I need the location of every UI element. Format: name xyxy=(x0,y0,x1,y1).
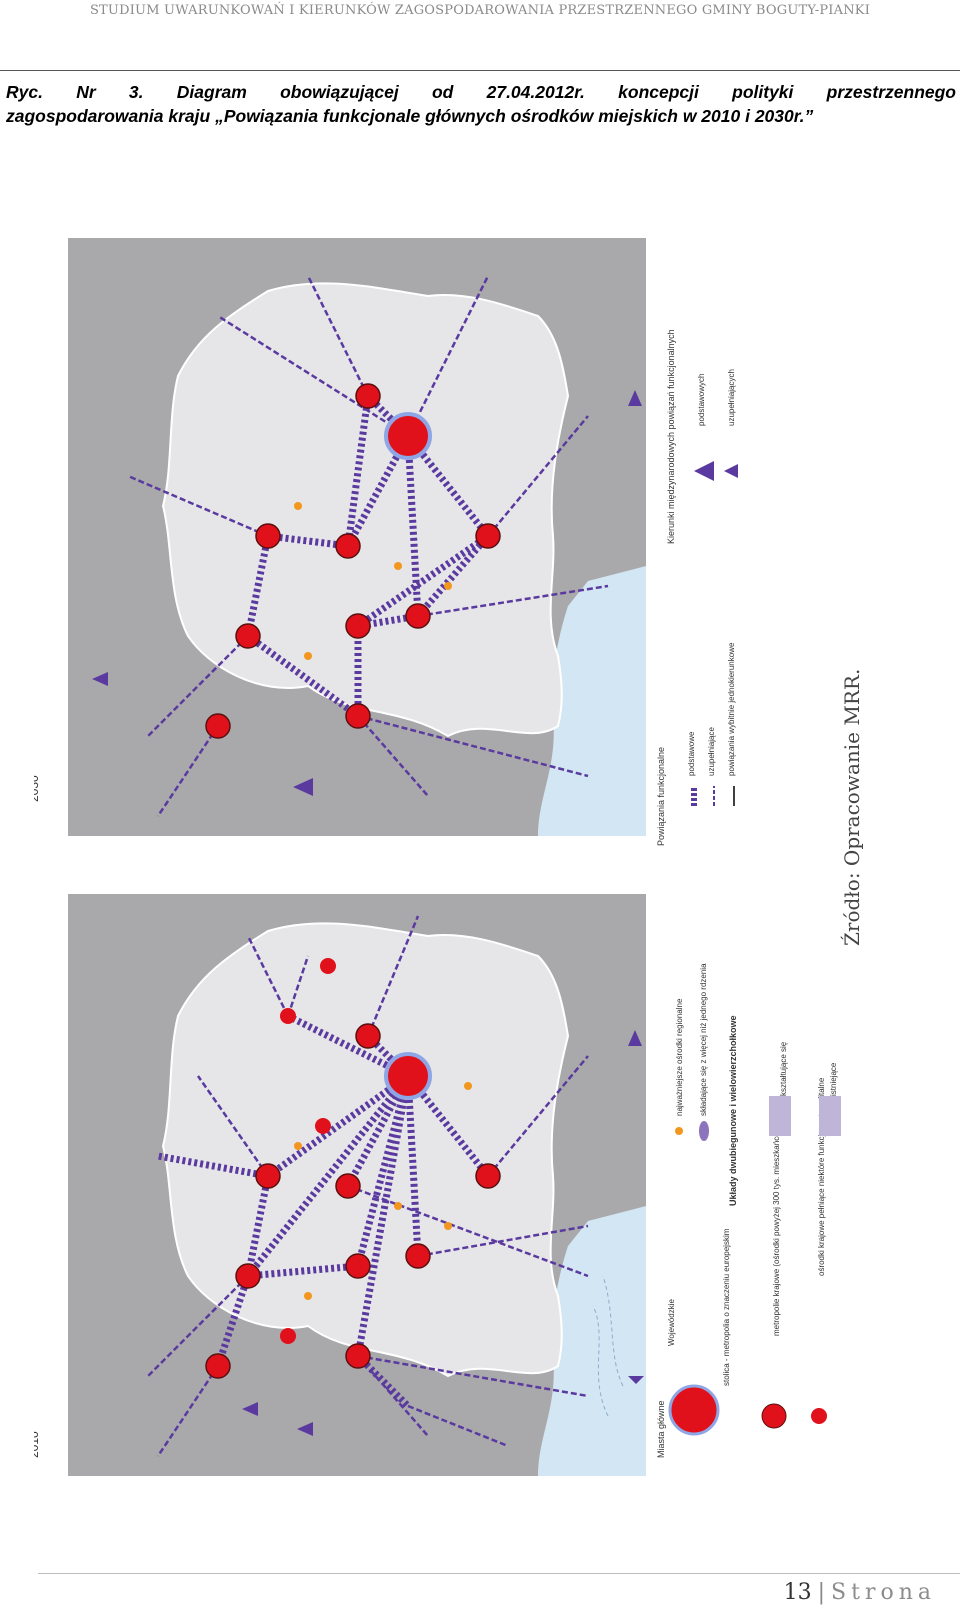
map-2030 xyxy=(68,238,646,836)
legend: Miasta główne stolica - metropolia o zna… xyxy=(656,329,864,1458)
legend-directions-complementary: uzupełniających xyxy=(727,369,736,426)
legend-systems-forming: kształtujące się xyxy=(779,1041,788,1096)
legend-links-one-way: powiązania wybitnie jednokierunkowe xyxy=(727,642,736,776)
header-divider xyxy=(0,70,960,71)
caption-line-1: Ryc. Nr 3. Diagram obowiązującej od 27.0… xyxy=(6,82,956,102)
legend-links-complementary: uzupełniające xyxy=(707,727,716,776)
legend-capital: stolica - metropolia o znaczeniu europej… xyxy=(722,1228,731,1386)
legend-main-cities-title: Miasta główne xyxy=(656,1400,666,1458)
legend-national-metropolis: metropolie krajowe (ośrodki powyżej 300 … xyxy=(772,1124,781,1336)
label-2030: 2030 xyxy=(34,775,41,802)
legend-regional: najważniejsze ośrodki regionalne składaj… xyxy=(675,963,709,1141)
label-2010: 2010 xyxy=(34,1431,41,1458)
legend-main-cities: Miasta główne stolica - metropolia o zna… xyxy=(656,1077,827,1458)
figure-caption: Ryc. Nr 3. Diagram obowiązującej od 27.0… xyxy=(6,80,956,128)
legend-national-centers: ośrodki krajowe pełniące niektóre funkcj… xyxy=(817,1077,826,1276)
map-2010 xyxy=(68,894,646,1476)
legend-directions: Kierunki międzynarodowych powiązań funkc… xyxy=(666,329,738,544)
legend-voivodeship-title: Wojewódzkie xyxy=(667,1298,676,1346)
document-header: STUDIUM UWARUNKOWAŃ I KIERUNKÓW ZAGOSPOD… xyxy=(89,3,871,18)
figure-maps: 2030 2010 Miasta główne stolica - metrop… xyxy=(34,196,874,1490)
legend-links-basic: podstawowe xyxy=(687,731,696,776)
legend-regional-largest: najważniejsze ośrodki regionalne xyxy=(675,998,684,1116)
figure-source: Źródło: Opracowanie MRR. xyxy=(840,669,864,946)
page-number: 13 xyxy=(783,1580,812,1605)
legend-directions-title: Kierunki międzynarodowych powiązań funkc… xyxy=(666,329,676,544)
footer-separator: | xyxy=(817,1580,826,1605)
legend-regional-multi: składające się z więcej niż jednego rdze… xyxy=(699,963,708,1116)
legend-systems: Układy dwubiegunowe i wielowierzchołkowe… xyxy=(728,1015,841,1206)
legend-systems-title: Układy dwubiegunowe i wielowierzchołkowe xyxy=(728,1015,738,1206)
legend-directions-basic: podstawowych xyxy=(697,374,706,426)
caption-line-2: zagospodarowania kraju „Powiązania funkc… xyxy=(6,106,814,126)
page-word: Strona xyxy=(831,1580,936,1605)
legend-links-title: Powiązania funkcjonalne xyxy=(656,747,666,846)
footer-divider xyxy=(38,1573,960,1574)
page-footer: 13 | Strona xyxy=(784,1580,936,1605)
legend-links: Powiązania funkcjonalne podstawowe uzupe… xyxy=(656,642,736,846)
legend-systems-existing: istniejące xyxy=(829,1062,838,1096)
